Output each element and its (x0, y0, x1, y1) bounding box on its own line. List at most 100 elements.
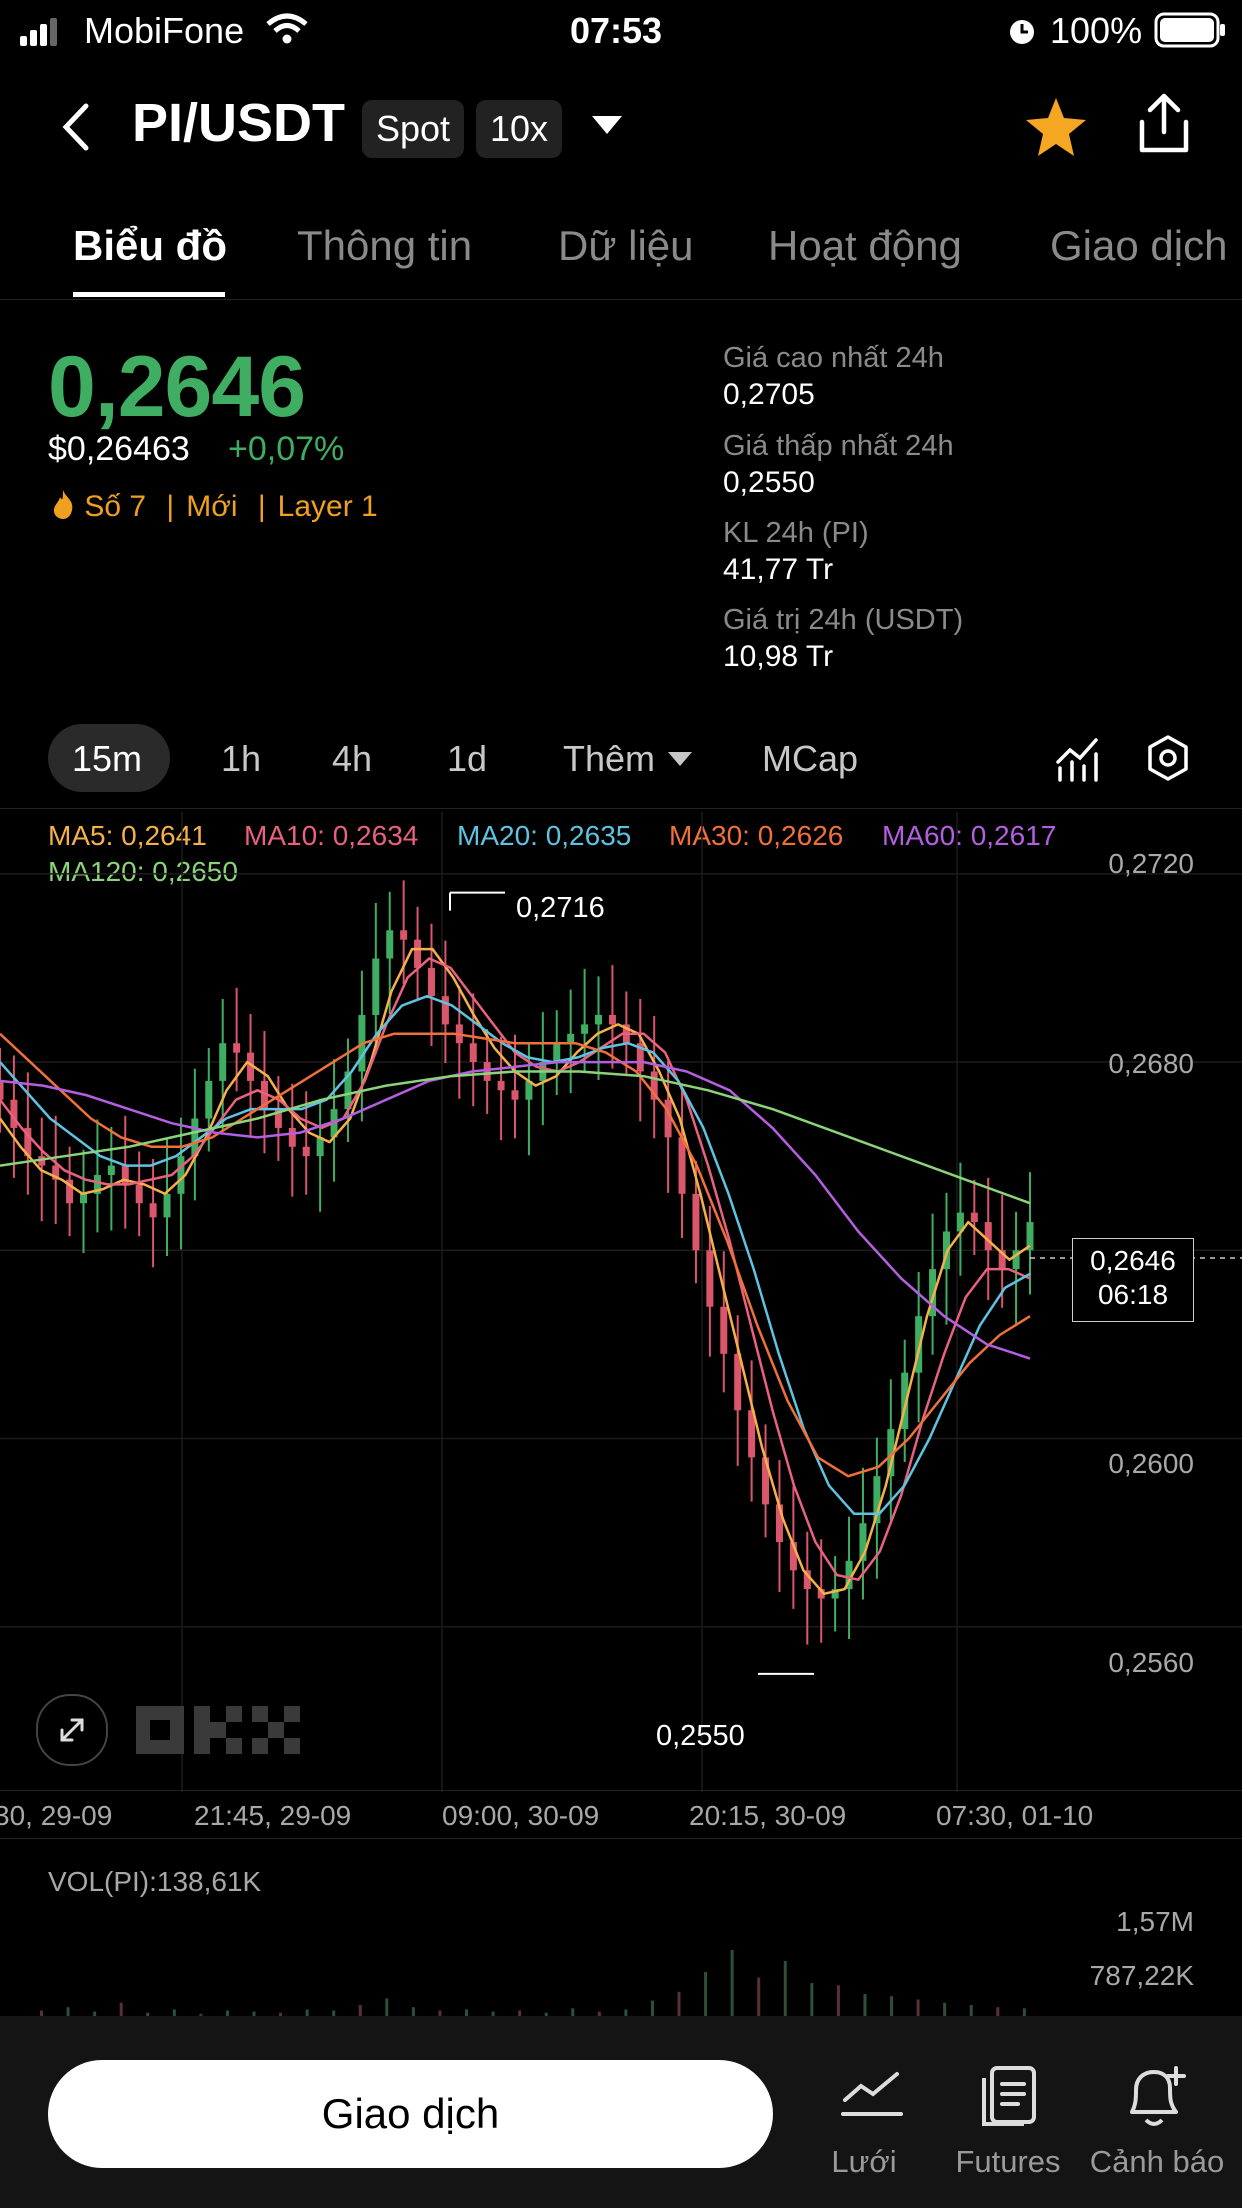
nav-alerts-label[interactable]: Cảnh báo (1089, 2144, 1225, 2179)
volume-bar (650, 2000, 654, 2016)
volume-bar (863, 1994, 867, 2016)
battery-percent: 100% (1050, 10, 1143, 51)
volume-bar (252, 2011, 256, 2016)
interval-divider (0, 808, 1242, 809)
volume-bar (518, 2010, 522, 2016)
back-icon[interactable] (58, 102, 94, 152)
candle-body (135, 1184, 143, 1204)
candle-body (748, 1410, 756, 1458)
tab-activity[interactable]: Hoạt động (768, 222, 962, 269)
nav-futures[interactable] (956, 2064, 1066, 2194)
candle-body (1026, 1222, 1034, 1251)
nav-grid-bot[interactable] (822, 2064, 922, 2194)
volume-bar (119, 2002, 123, 2016)
candle-body (581, 1024, 589, 1034)
ma60-legend: MA60: 0,2617 (882, 820, 1057, 851)
candle-body (191, 1118, 199, 1157)
candle-body (636, 1043, 644, 1072)
candle-body (233, 1043, 241, 1053)
volume-bar (890, 1996, 894, 2016)
ma10-legend: MA10: 0,2634 (244, 820, 419, 851)
carrier: MobiFone (84, 10, 245, 51)
candle-body (692, 1193, 700, 1251)
tab-trades[interactable]: Giao dịch (1050, 222, 1228, 269)
candle-body (260, 1080, 268, 1110)
volume-bar (358, 2005, 362, 2016)
volume-bar (943, 2002, 947, 2016)
nav-grid-label[interactable]: Lưới (831, 2144, 897, 2179)
candle-body (762, 1457, 770, 1505)
interval-mcap[interactable]: MCap (762, 738, 859, 779)
interval-more[interactable]: Thêm (563, 738, 656, 779)
ma30-legend: MA30: 0,2626 (669, 820, 844, 851)
candle-body (372, 958, 380, 1015)
tab-chart[interactable]: Biểu đồ (73, 222, 227, 269)
chart-settings-icon[interactable] (1144, 734, 1192, 782)
candle-body (24, 1127, 32, 1157)
ma60-line (0, 1060, 1031, 1360)
pair-title[interactable]: PI/USDT (132, 93, 346, 153)
stat-volume-label: KL 24h (PI) (723, 517, 869, 549)
fullscreen-button[interactable] (36, 1694, 108, 1766)
candle-body (831, 1589, 839, 1599)
candle-body (775, 1504, 783, 1543)
volume-bar (597, 2011, 601, 2016)
candle-body (52, 1165, 60, 1180)
wifi-icon (266, 13, 308, 44)
volume-label: VOL(PI):138,61K (48, 1866, 262, 1897)
interval-1h[interactable]: 1h (221, 738, 262, 779)
candle-body (1012, 1250, 1020, 1270)
volume-tick-1: 787,22K (1089, 1960, 1194, 1991)
futures-icon (982, 2066, 1036, 2126)
y-tick-3: 0,2560 (1108, 1647, 1194, 1678)
volume-chart (40, 1950, 1026, 2016)
volume-bar (969, 2005, 973, 2016)
candle-body (274, 1109, 282, 1128)
status-bar: MobiFone 07:53 100% (0, 0, 1242, 62)
candle-countdown: 06:18 (1097, 1279, 1169, 1310)
ma20-line (0, 994, 1031, 1516)
volume-bar (677, 1991, 681, 2016)
clock: 07:53 (570, 10, 663, 51)
share-icon[interactable] (1136, 92, 1192, 156)
volume-bar (996, 2007, 1000, 2016)
volume-bar (40, 2010, 43, 2016)
nav-futures-label[interactable]: Futures (955, 2144, 1061, 2179)
price-chart[interactable] (0, 812, 1242, 1792)
candle-body (734, 1353, 742, 1411)
interval-active-pill (48, 724, 170, 792)
candle-body (177, 1156, 185, 1194)
candle-body (511, 1090, 519, 1100)
volume-bar (438, 2010, 442, 2016)
trade-button[interactable]: Giao dịch (48, 2060, 773, 2168)
candle-body (219, 1043, 227, 1081)
ma120-line (0, 1070, 1031, 1205)
interval-4h[interactable]: 4h (332, 738, 373, 779)
volume-divider (0, 1838, 1242, 1839)
nav-alerts[interactable] (1100, 2064, 1210, 2194)
pair-dropdown-icon[interactable] (592, 116, 622, 136)
fire-icon (53, 490, 73, 519)
new-tag[interactable]: Mới (186, 490, 238, 523)
tab-info[interactable]: Thông tin (297, 222, 473, 269)
layer-tag[interactable]: Layer 1 (277, 490, 378, 523)
candle-body (414, 939, 422, 968)
interval-more-caret-icon[interactable] (668, 752, 692, 768)
candle-body (803, 1570, 811, 1590)
y-tick-0: 0,2720 (1108, 848, 1194, 879)
stat-turnover-value: 10,98 Tr (723, 640, 834, 673)
volume-bar (757, 1977, 761, 2016)
favorite-star-icon[interactable] (1024, 96, 1088, 158)
candle-body (247, 1052, 255, 1081)
rank-tag[interactable]: Số 7 (84, 490, 147, 523)
interval-15m[interactable]: 15m (72, 738, 143, 779)
candle-body (664, 1099, 672, 1138)
candle-body (915, 1316, 923, 1373)
x-tick-4: 07:30, 01-10 (936, 1800, 1094, 1831)
interval-1d[interactable]: 1d (447, 738, 488, 779)
candle-body (163, 1193, 171, 1218)
stat-high-label: Giá cao nhất 24h (723, 342, 944, 374)
leverage-badge: 10x (476, 100, 563, 158)
indicators-icon[interactable] (1054, 734, 1100, 782)
tab-data[interactable]: Dữ liệu (558, 222, 694, 269)
